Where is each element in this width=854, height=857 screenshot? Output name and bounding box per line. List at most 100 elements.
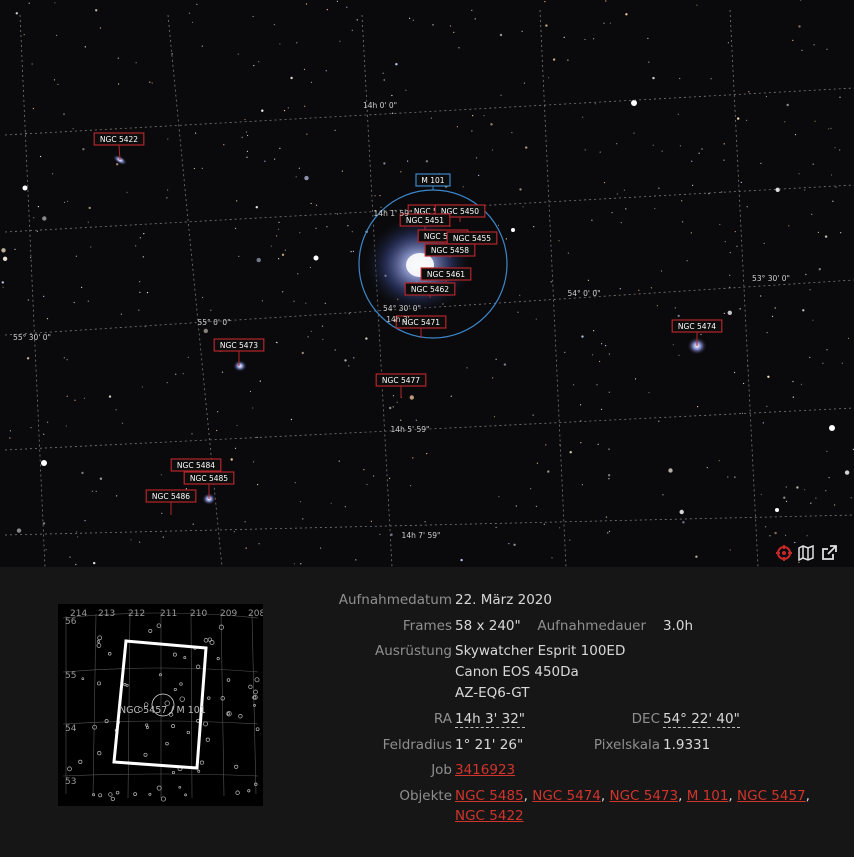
star: [348, 313, 350, 315]
object-label-box: [183, 471, 235, 485]
minimap-star: [195, 664, 201, 669]
star: [389, 406, 392, 410]
star: [348, 365, 350, 367]
star: [87, 221, 89, 223]
star: [391, 94, 393, 97]
star: [278, 258, 280, 260]
external-link-icon[interactable]: [821, 545, 837, 561]
star: [139, 291, 141, 293]
star: [564, 351, 566, 353]
object-link[interactable]: NGC 5422: [455, 808, 524, 824]
star: [650, 287, 653, 289]
star: [511, 132, 513, 134]
star: [826, 48, 828, 50]
star: [505, 238, 507, 240]
star: [255, 206, 258, 209]
star: [15, 12, 18, 15]
star: [841, 362, 843, 364]
star: [456, 126, 458, 128]
star: [344, 506, 346, 508]
star: [591, 219, 593, 221]
star: [149, 81, 151, 83]
star: [66, 359, 68, 361]
star: [252, 407, 254, 409]
star: [834, 147, 836, 149]
star: [718, 460, 720, 462]
minimap-star: [178, 785, 182, 789]
star: [326, 9, 328, 11]
object-label-box: [404, 282, 456, 296]
star: [36, 230, 39, 232]
star: [625, 208, 627, 210]
object-link[interactable]: M 101: [686, 788, 729, 804]
star: [558, 240, 560, 242]
star: [99, 477, 103, 480]
star: [90, 246, 92, 248]
star: [593, 330, 595, 332]
minimap-star: [186, 730, 190, 735]
object-label: NGC 5458: [431, 246, 469, 255]
star: [365, 337, 368, 340]
minimap-star: [226, 678, 231, 682]
object-link[interactable]: NGC 5485: [455, 788, 524, 804]
star: [146, 292, 149, 294]
minimap-star: [254, 677, 260, 683]
star: [545, 24, 548, 27]
star: [373, 475, 375, 477]
object-link[interactable]: NGC 5473: [609, 788, 679, 804]
star: [700, 333, 702, 336]
star: [409, 395, 414, 400]
star: [515, 505, 517, 507]
minimap-star: [207, 696, 211, 700]
star: [389, 477, 391, 479]
star: [592, 354, 594, 356]
star: [767, 375, 770, 378]
star: [544, 1, 546, 3]
star: [382, 72, 384, 74]
job-link[interactable]: 3416923: [455, 762, 516, 778]
star: [238, 255, 240, 257]
star: [521, 30, 523, 32]
crosshair-icon[interactable]: [776, 545, 792, 561]
object-label: NGC 5485: [190, 474, 228, 483]
map-icon[interactable]: [798, 545, 814, 561]
star: [450, 395, 452, 397]
star: [425, 160, 429, 163]
star: [844, 470, 850, 475]
minimap-star: [92, 724, 97, 730]
star: [182, 373, 184, 375]
minimap-star: [184, 793, 187, 797]
star: [800, 0, 802, 1]
minimap-star: [145, 723, 149, 727]
star: [830, 174, 833, 176]
ra-value[interactable]: 14h 3' 32": [455, 711, 526, 728]
star: [569, 539, 571, 541]
star: [130, 539, 132, 541]
star: [832, 200, 834, 202]
grid-coordinate-label: 54° 0' 0": [567, 289, 600, 298]
star: [677, 314, 680, 318]
minimap-ra-tick: 209: [220, 609, 237, 619]
minimap-star: [144, 702, 149, 707]
object-link[interactable]: NGC 5457: [737, 788, 806, 804]
star: [305, 3, 308, 5]
star: [310, 202, 312, 205]
star: [471, 9, 473, 11]
minimap-star: [156, 623, 162, 628]
star: [299, 232, 301, 234]
object-link[interactable]: NGC 5474: [532, 788, 601, 804]
object-label: M 101: [421, 176, 444, 185]
star: [274, 158, 276, 160]
minimap-star: [253, 689, 258, 695]
star: [607, 532, 609, 534]
minimap-star: [254, 782, 258, 786]
star: [652, 76, 655, 80]
dec-value[interactable]: 54° 22' 40": [663, 711, 740, 728]
star: [682, 221, 684, 223]
star: [812, 319, 814, 321]
star: [723, 159, 725, 161]
star: [475, 157, 478, 159]
grid-coordinate-label: 14h 1' 59": [374, 209, 413, 218]
star: [826, 450, 828, 452]
star: [73, 301, 75, 304]
